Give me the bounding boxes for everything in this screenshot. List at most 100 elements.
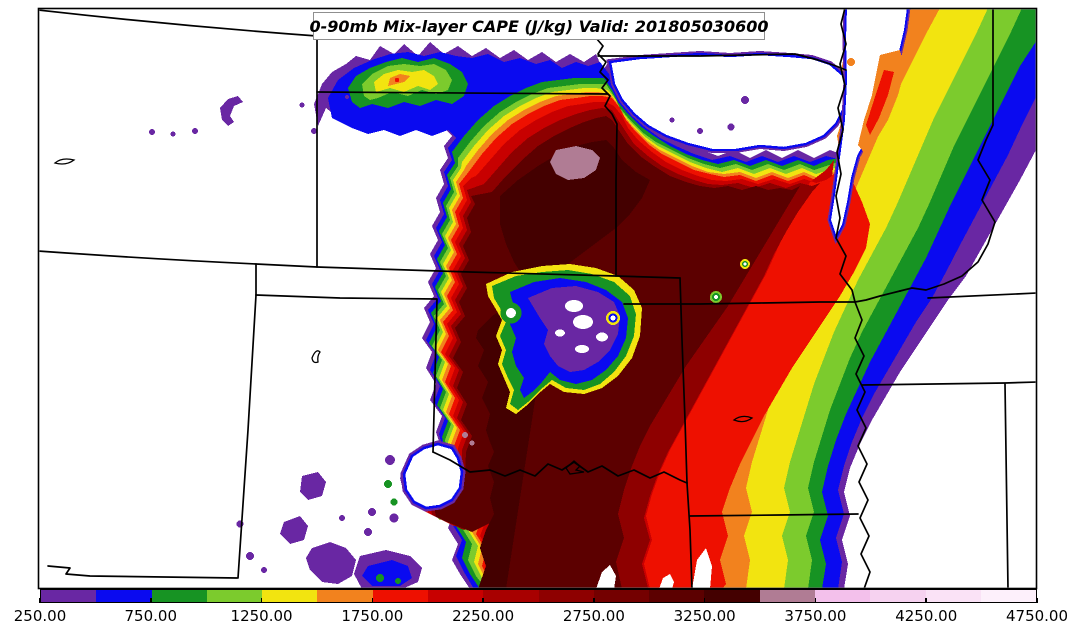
scatter-green-dot bbox=[384, 480, 392, 488]
ne-blob-red-dot bbox=[394, 77, 400, 83]
border-iowa-missouri bbox=[597, 53, 847, 71]
ok-pocket-white-hole bbox=[575, 345, 589, 353]
border-newmexico-texas-east bbox=[237, 294, 257, 579]
illinois-red-hook bbox=[866, 70, 894, 135]
colorbar-tick bbox=[593, 598, 595, 603]
scatter-purple-dot bbox=[261, 567, 267, 573]
colorbar-cell bbox=[41, 590, 97, 602]
scatter-purple-dot bbox=[385, 455, 395, 465]
colorbar-tick bbox=[371, 598, 374, 603]
colorbar-tick-label: 3750.00 bbox=[784, 607, 847, 625]
colorbar-tick-label: 250.00 bbox=[13, 607, 67, 625]
scatter-purple-blob bbox=[300, 472, 326, 500]
colorbar-tick bbox=[703, 598, 706, 603]
ne-blob-yellow bbox=[374, 70, 438, 92]
scatter-purple-dot bbox=[389, 513, 399, 523]
scatter-purple-dot bbox=[299, 102, 305, 108]
colorbar-tick-label: 4250.00 bbox=[895, 607, 958, 625]
colorbar-tick-label: 2750.00 bbox=[562, 607, 625, 625]
colorbar-cell bbox=[925, 590, 981, 602]
ok-pocket-white-hole bbox=[565, 300, 583, 312]
colorbar-tick bbox=[1036, 598, 1038, 603]
colorbar-tick-label: 750.00 bbox=[124, 607, 178, 625]
scatter-purple-dot bbox=[192, 128, 198, 134]
iowa-pocket-purple-dot bbox=[741, 96, 749, 104]
colorbar-cell bbox=[649, 590, 705, 602]
colorbar-tick-label: 3250.00 bbox=[673, 607, 736, 625]
lake-newmexico bbox=[311, 350, 321, 364]
scatter-purple-dot bbox=[368, 508, 376, 516]
colorbar-cell bbox=[317, 590, 373, 602]
colorbar bbox=[40, 589, 1037, 603]
border-nebraska-north bbox=[39, 9, 318, 37]
border-kansas-nebraska bbox=[316, 91, 609, 95]
eye-feature bbox=[710, 291, 722, 303]
lake-red-river bbox=[565, 460, 585, 475]
border-mississippi-alabama bbox=[1004, 383, 1009, 588]
border-illinois-kentucky bbox=[899, 9, 996, 292]
scatter-purple-blob bbox=[306, 542, 356, 584]
contour-core-northwest bbox=[500, 140, 650, 288]
border-mississippi-river-south bbox=[854, 301, 871, 588]
eye-feature bbox=[740, 259, 750, 269]
colorbar-cell bbox=[151, 590, 207, 602]
border-missouri-arkansas bbox=[623, 301, 856, 305]
border-oklahoma-arkansas bbox=[679, 277, 688, 484]
colorbar-tick bbox=[482, 598, 484, 603]
border-mississippi-river-north bbox=[835, 9, 856, 303]
colorbar-cell bbox=[206, 590, 263, 602]
scatter-purple-dot bbox=[149, 129, 155, 135]
ok-small-white-hole bbox=[506, 308, 516, 318]
colorbar-tick-label: 1750.00 bbox=[341, 607, 404, 625]
ok-pocket-white-hole bbox=[596, 332, 608, 342]
border-ohio-river bbox=[854, 290, 901, 303]
border-oklahoma-panhandle-south bbox=[255, 294, 438, 453]
colorbar-cell bbox=[538, 590, 594, 602]
border-missouri-river bbox=[595, 37, 618, 277]
bottom-white-notch bbox=[596, 565, 616, 588]
scatter-purple-dot bbox=[345, 95, 349, 99]
border-texas-arkansas-louisiana bbox=[686, 482, 693, 588]
colorbar-tick bbox=[150, 598, 152, 603]
border-kentucky-tennessee bbox=[927, 292, 1036, 299]
cape-filled-contours bbox=[149, 9, 1036, 588]
iowa-pocket-purple-dot bbox=[669, 117, 675, 123]
lake-arkansas bbox=[732, 415, 754, 423]
orange-dot bbox=[847, 58, 855, 66]
iowa-pocket-purple-dot bbox=[697, 128, 703, 134]
ok-pocket-white-hole bbox=[555, 329, 565, 337]
colorbar-cell bbox=[814, 590, 871, 602]
colorbar-tick-label: 1250.00 bbox=[230, 607, 293, 625]
contour-mauve-patch bbox=[550, 146, 600, 180]
border-newmexico-texas-south bbox=[47, 565, 238, 579]
state-boundaries bbox=[39, 9, 1036, 588]
colorbar-tick bbox=[814, 598, 817, 603]
colorbar-tick bbox=[925, 598, 927, 603]
border-arkansas-louisiana bbox=[689, 513, 859, 517]
scatter-purple-blob bbox=[280, 516, 308, 544]
iowa-pocket-purple-dot bbox=[727, 123, 735, 131]
colorbar-cell bbox=[262, 590, 318, 602]
scatter-purple-dot bbox=[364, 528, 372, 536]
colorbar-cell bbox=[372, 590, 428, 602]
colorbar-cell bbox=[704, 590, 760, 602]
lakes bbox=[53, 158, 754, 475]
contour-mauve-dot bbox=[469, 440, 475, 446]
colorbar-cell bbox=[870, 590, 926, 602]
scatter-purple-dot bbox=[170, 131, 176, 137]
colorbar-tick bbox=[39, 598, 41, 603]
colorbar-cell bbox=[759, 590, 815, 602]
colorbar-cell bbox=[483, 590, 539, 602]
scatter-purple-dot bbox=[311, 128, 317, 134]
border-37n bbox=[39, 250, 681, 279]
colorbar-cell bbox=[96, 590, 152, 602]
scatter-green-dot bbox=[376, 574, 384, 582]
colorbar-tick-label: 4750.00 bbox=[1005, 607, 1069, 625]
border-tennessee-mississippi bbox=[861, 381, 1036, 386]
eye-feature bbox=[606, 311, 620, 325]
redriver-white-hole bbox=[402, 442, 464, 510]
colorbar-tick bbox=[260, 598, 263, 603]
colorbar-cell bbox=[593, 590, 650, 602]
